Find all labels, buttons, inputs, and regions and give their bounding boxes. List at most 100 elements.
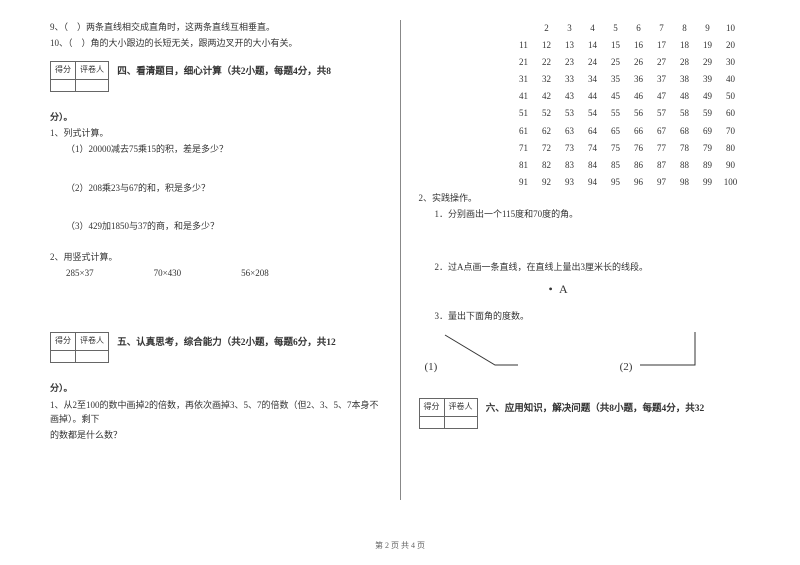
num-cell: 55 bbox=[604, 105, 627, 122]
angle1-group: (1) bbox=[425, 330, 520, 377]
section4-header: 得分 评卷人 四、看清题目，细心计算（共2小题，每题4分，共8 bbox=[50, 53, 382, 96]
num-cell: 98 bbox=[673, 174, 696, 191]
num-cell: 34 bbox=[581, 71, 604, 88]
num-cell: 38 bbox=[673, 71, 696, 88]
num-cell: 81 bbox=[512, 157, 535, 174]
num-cell: 18 bbox=[673, 37, 696, 54]
num-cell: 75 bbox=[604, 140, 627, 157]
num-cell: 20 bbox=[719, 37, 742, 54]
num-cell: 74 bbox=[581, 140, 604, 157]
num-cell: 7 bbox=[650, 20, 673, 37]
content-columns: 9、（ ）两条直线相交成直角时，这两条直线互相垂直。 10、（ ）角的大小跟边的… bbox=[0, 0, 800, 500]
section5-suffix: 分）。 bbox=[50, 381, 382, 395]
num-cell: 39 bbox=[696, 71, 719, 88]
num-row: 61626364656667686970 bbox=[419, 123, 751, 140]
num-cell: 37 bbox=[650, 71, 673, 88]
num-cell: 9 bbox=[696, 20, 719, 37]
num-row: 919293949596979899100 bbox=[419, 174, 751, 191]
num-cell: 76 bbox=[627, 140, 650, 157]
section5-header: 得分 评卷人 五、认真思考，综合能力（共2小题，每题6分，共12 bbox=[50, 324, 382, 367]
num-cell: 51 bbox=[512, 105, 535, 122]
num-cell: 28 bbox=[673, 54, 696, 71]
left-column: 9、（ ）两条直线相交成直角时，这两条直线互相垂直。 10、（ ）角的大小跟边的… bbox=[50, 20, 401, 500]
num-cell: 53 bbox=[558, 105, 581, 122]
num-cell: 92 bbox=[535, 174, 558, 191]
num-cell: 23 bbox=[558, 54, 581, 71]
num-cell: 83 bbox=[558, 157, 581, 174]
num-cell: 54 bbox=[581, 105, 604, 122]
s4-p1a: （1）20000减去75乘15的积，差是多少？ bbox=[66, 142, 382, 156]
num-cell: 82 bbox=[535, 157, 558, 174]
num-row: 31323334353637383940 bbox=[419, 71, 751, 88]
num-cell: 70 bbox=[719, 123, 742, 140]
practice-p1: 1．分别画出一个115度和70度的角。 bbox=[435, 207, 751, 221]
num-row: 2345678910 bbox=[419, 20, 751, 37]
angle2-svg bbox=[635, 330, 705, 374]
practice-p2: 2．过A点画一条直线，在直线上量出3厘米长的线段。 bbox=[435, 260, 751, 274]
num-cell: 57 bbox=[650, 105, 673, 122]
num-cell: 24 bbox=[581, 54, 604, 71]
practice-h: 2、实践操作。 bbox=[419, 191, 751, 205]
num-cell: 84 bbox=[581, 157, 604, 174]
num-cell: 29 bbox=[696, 54, 719, 71]
num-cell: 27 bbox=[650, 54, 673, 71]
num-cell: 19 bbox=[696, 37, 719, 54]
num-cell: 67 bbox=[650, 123, 673, 140]
num-cell: 79 bbox=[696, 140, 719, 157]
num-cell: 22 bbox=[535, 54, 558, 71]
score-h1b: 得分 bbox=[51, 333, 76, 351]
num-cell: 89 bbox=[696, 157, 719, 174]
num-cell: 52 bbox=[535, 105, 558, 122]
q10-text: 10、（ ）角的大小跟边的长短无关，跟两边叉开的大小有关。 bbox=[50, 36, 382, 50]
practice-p3: 3．量出下面角的度数。 bbox=[435, 309, 751, 323]
num-cell: 14 bbox=[581, 37, 604, 54]
num-cell: 13 bbox=[558, 37, 581, 54]
num-cell: 16 bbox=[627, 37, 650, 54]
grader-blank3 bbox=[444, 417, 477, 429]
num-row: 51525354555657585960 bbox=[419, 105, 751, 122]
num-cell: 86 bbox=[627, 157, 650, 174]
num-cell: 73 bbox=[558, 140, 581, 157]
num-cell: 60 bbox=[719, 105, 742, 122]
angle2-group: (2) bbox=[620, 330, 705, 377]
score-box-5: 得分 评卷人 bbox=[50, 332, 109, 363]
num-cell: 46 bbox=[627, 88, 650, 105]
num-cell: 71 bbox=[512, 140, 535, 157]
section4-title: 四、看清题目，细心计算（共2小题，每题4分，共8 bbox=[117, 65, 331, 80]
num-cell: 99 bbox=[696, 174, 719, 191]
num-cell: 64 bbox=[581, 123, 604, 140]
angle2-label: (2) bbox=[620, 361, 633, 373]
page-footer: 第 2 页 共 4 页 bbox=[0, 540, 800, 551]
num-row: 71727374757677787980 bbox=[419, 140, 751, 157]
num-cell: 96 bbox=[627, 174, 650, 191]
num-cell: 12 bbox=[535, 37, 558, 54]
score-blank2 bbox=[51, 351, 76, 363]
num-cell: 30 bbox=[719, 54, 742, 71]
num-cell: 33 bbox=[558, 71, 581, 88]
section5-title: 五、认真思考，综合能力（共2小题，每题6分，共12 bbox=[117, 336, 336, 351]
point-a: • A bbox=[549, 280, 751, 299]
num-cell: 58 bbox=[673, 105, 696, 122]
num-cell: 93 bbox=[558, 174, 581, 191]
num-cell: 95 bbox=[604, 174, 627, 191]
num-cell: 69 bbox=[696, 123, 719, 140]
num-cell: 78 bbox=[673, 140, 696, 157]
num-cell: 62 bbox=[535, 123, 558, 140]
s4-p2: 2、用竖式计算。 bbox=[50, 250, 382, 264]
q9-text: 9、（ ）两条直线相交成直角时，这两条直线互相垂直。 bbox=[50, 20, 382, 34]
calc1: 285×37 bbox=[66, 266, 94, 280]
score-h2c: 评卷人 bbox=[444, 399, 477, 417]
num-cell: 48 bbox=[673, 88, 696, 105]
score-blank3 bbox=[419, 417, 444, 429]
section4-suffix: 分）。 bbox=[50, 110, 382, 124]
num-cell: 88 bbox=[673, 157, 696, 174]
num-cell: 44 bbox=[581, 88, 604, 105]
score-h1c: 得分 bbox=[419, 399, 444, 417]
num-cell: 6 bbox=[627, 20, 650, 37]
num-cell: 41 bbox=[512, 88, 535, 105]
s5-p1a: 1、从2至100的数中画掉2的倍数，再依次画掉3、5、7的倍数（但2、3、5、7… bbox=[50, 398, 382, 427]
s4-p1c: （3）429加1850与37的商，和是多少？ bbox=[66, 219, 382, 233]
angle1-svg bbox=[440, 330, 520, 374]
num-cell: 40 bbox=[719, 71, 742, 88]
num-cell: 85 bbox=[604, 157, 627, 174]
